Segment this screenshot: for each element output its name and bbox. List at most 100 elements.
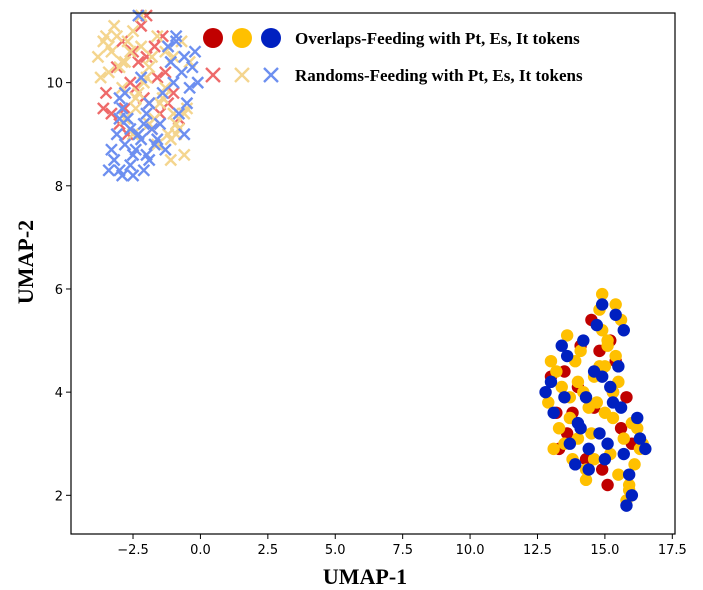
random-point — [94, 71, 108, 84]
overlap-point — [609, 308, 622, 321]
random-point — [97, 102, 110, 115]
random-point — [113, 91, 126, 105]
random-point — [115, 169, 129, 182]
overlap-point — [539, 385, 552, 399]
legend-marker — [203, 28, 223, 48]
overlap-point — [617, 432, 630, 445]
overlap-point — [617, 447, 630, 461]
random-point — [134, 19, 148, 33]
y-tick-label: 2 — [55, 489, 63, 504]
overlap-point — [595, 287, 609, 301]
overlap-point — [620, 391, 633, 404]
random-point — [180, 96, 194, 110]
random-point — [102, 65, 116, 79]
random-point — [156, 86, 170, 100]
random-point — [118, 102, 132, 115]
y-tick-label: 8 — [55, 180, 63, 195]
random-point — [140, 50, 153, 64]
random-point — [140, 71, 153, 84]
overlap-point — [612, 468, 625, 481]
x-tick-label: 7.5 — [392, 543, 413, 558]
overlap-point — [595, 463, 609, 476]
legend-label: Overlaps-Feeding with Pt, Es, It tokens — [295, 29, 580, 48]
random-point — [145, 122, 159, 136]
random-point — [175, 65, 188, 79]
overlap-point — [617, 324, 630, 337]
overlap-point — [609, 298, 622, 311]
random-point — [156, 91, 170, 105]
overlap-point — [631, 422, 644, 435]
random-point — [118, 112, 132, 126]
random-point — [132, 9, 145, 22]
random-point — [177, 50, 191, 64]
random-point — [164, 153, 178, 167]
random-point — [123, 122, 137, 136]
random-point — [123, 76, 137, 89]
y-axis-title: UMAP-2 — [13, 220, 38, 304]
overlap-point — [593, 427, 606, 440]
random-point — [137, 163, 151, 177]
x-tick-label: 5.0 — [325, 543, 346, 558]
random-point — [177, 148, 191, 162]
random-point — [126, 148, 140, 162]
x-tick-label: 2.5 — [257, 543, 278, 558]
overlap-point — [606, 411, 620, 425]
overlap-point — [625, 489, 639, 502]
overlap-point — [555, 339, 568, 352]
overlap-point — [590, 318, 604, 332]
overlap-point — [574, 422, 587, 435]
random-point — [145, 50, 159, 64]
overlap-point — [547, 442, 560, 456]
random-point — [161, 40, 175, 53]
random-point — [164, 55, 178, 69]
overlap-point — [612, 360, 625, 373]
legend-marker — [261, 28, 281, 48]
series-randoms-it — [102, 9, 205, 182]
overlap-point — [579, 391, 593, 404]
random-point — [150, 133, 164, 146]
random-point — [150, 138, 164, 151]
overlap-point — [604, 380, 617, 394]
overlap-point — [598, 453, 612, 466]
x-tick-label: −2.5 — [117, 543, 149, 558]
random-point — [167, 107, 180, 120]
random-point — [115, 55, 129, 69]
random-point — [129, 102, 143, 115]
x-tick-label: 15.0 — [590, 543, 619, 558]
random-point — [148, 40, 161, 53]
random-point — [159, 143, 172, 157]
overlap-point — [552, 422, 566, 435]
random-point — [180, 102, 194, 115]
random-point — [140, 107, 153, 120]
legend-marker — [263, 67, 279, 83]
series-overlaps-es — [542, 287, 649, 507]
random-point — [142, 153, 156, 167]
random-point — [126, 24, 140, 38]
overlap-point — [631, 411, 644, 425]
random-point — [169, 35, 183, 48]
random-point — [107, 19, 121, 33]
overlap-point — [558, 391, 571, 404]
random-point — [153, 117, 167, 131]
overlap-point — [587, 365, 601, 378]
overlap-point — [571, 375, 585, 389]
overlap-point — [560, 329, 574, 342]
overlap-point — [555, 380, 568, 394]
overlap-point — [569, 458, 582, 471]
overlap-point — [601, 339, 614, 352]
random-point — [134, 9, 148, 22]
overlap-point — [582, 463, 595, 476]
overlap-point — [601, 437, 614, 450]
random-point — [159, 65, 172, 79]
random-point — [188, 45, 202, 59]
random-point — [142, 60, 156, 74]
overlap-point — [574, 344, 587, 358]
random-point — [183, 81, 196, 95]
random-point — [126, 45, 140, 59]
random-point — [110, 29, 124, 43]
overlap-point — [560, 349, 574, 363]
x-tick-label: 12.5 — [523, 543, 552, 558]
overlap-point — [563, 437, 577, 450]
overlap-point — [579, 473, 593, 487]
